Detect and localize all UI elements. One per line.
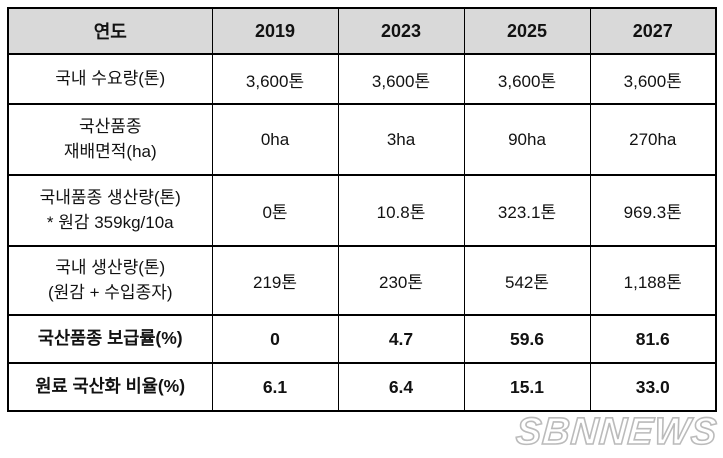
row-label-line: (원감 + 수입종자) — [47, 282, 173, 302]
header-cell-2025: 2025 — [463, 7, 591, 55]
table-row-cultivation-area: 국산품종 재배면적(ha) 0ha 3ha 90ha 270ha — [7, 103, 717, 176]
row-label: 국내 생산량(톤) (원감 + 수입종자) — [7, 245, 213, 316]
row-label: 국산품종 재배면적(ha) — [7, 103, 213, 176]
table-cell: 15.1 — [463, 362, 591, 412]
table-cell: 6.1 — [211, 362, 339, 412]
table-cell: 4.7 — [337, 314, 465, 364]
row-label: 국산품종 보급률(%) — [7, 314, 213, 364]
row-label: 국내 수요량(톤) — [7, 53, 213, 105]
row-label: 국내품종 생산량(톤) * 원감 359kg/10a — [7, 174, 213, 247]
row-label: 원료 국산화 비율(%) — [7, 362, 213, 412]
header-row: 연도 2019 2023 2025 2027 — [7, 7, 717, 55]
table-cell: 81.6 — [589, 314, 717, 364]
data-table: 연도 2019 2023 2025 2027 국내 수요량(톤) 3,600톤 … — [7, 7, 717, 412]
table-cell: 0ha — [211, 103, 339, 176]
table-cell: 230톤 — [337, 245, 465, 316]
row-label-line: 재배면적(ha) — [63, 141, 157, 161]
table-row-domestic-demand: 국내 수요량(톤) 3,600톤 3,600톤 3,600톤 3,600톤 — [7, 53, 717, 105]
table-cell: 323.1톤 — [463, 174, 591, 247]
table-cell: 1,188톤 — [589, 245, 717, 316]
table-cell: 3,600톤 — [211, 53, 339, 105]
table-cell: 3ha — [337, 103, 465, 176]
table-cell: 6.4 — [337, 362, 465, 412]
table-cell: 270ha — [589, 103, 717, 176]
table-cell: 33.0 — [589, 362, 717, 412]
row-label-line: 국내품종 생산량(톤) — [39, 187, 181, 207]
table-cell: 3,600톤 — [463, 53, 591, 105]
header-cell-year-label: 연도 — [7, 7, 213, 55]
table-row-domestic-variety-production: 국내품종 생산량(톤) * 원감 359kg/10a 0톤 10.8톤 323.… — [7, 174, 717, 247]
table-row-domestic-production: 국내 생산량(톤) (원감 + 수입종자) 219톤 230톤 542톤 1,1… — [7, 245, 717, 316]
table-container: 연도 2019 2023 2025 2027 국내 수요량(톤) 3,600톤 … — [7, 7, 717, 412]
sbnnews-watermark: SBNNEWS — [514, 410, 720, 454]
table-cell: 0톤 — [211, 174, 339, 247]
row-label-line: 국산품종 — [78, 116, 142, 136]
header-cell-2019: 2019 — [211, 7, 339, 55]
table-cell: 10.8톤 — [337, 174, 465, 247]
table-row-raw-material-localization: 원료 국산화 비율(%) 6.1 6.4 15.1 33.0 — [7, 362, 717, 412]
table-cell: 969.3톤 — [589, 174, 717, 247]
table-cell: 90ha — [463, 103, 591, 176]
header-cell-2027: 2027 — [589, 7, 717, 55]
table-cell: 59.6 — [463, 314, 591, 364]
table-cell: 0 — [211, 314, 339, 364]
row-label-line: 국내 수요량(톤) — [55, 68, 166, 88]
table-cell: 542톤 — [463, 245, 591, 316]
table-cell: 3,600톤 — [589, 53, 717, 105]
row-label-line: 국산품종 보급률(%) — [37, 328, 183, 349]
row-label-line: 원료 국산화 비율(%) — [35, 376, 186, 397]
header-cell-2023: 2023 — [337, 7, 465, 55]
row-label-line: 국내 생산량(톤) — [55, 257, 166, 277]
row-label-line: * 원감 359kg/10a — [46, 212, 174, 232]
table-cell: 219톤 — [211, 245, 339, 316]
table-cell: 3,600톤 — [337, 53, 465, 105]
table-row-variety-supply-rate: 국산품종 보급률(%) 0 4.7 59.6 81.6 — [7, 314, 717, 364]
